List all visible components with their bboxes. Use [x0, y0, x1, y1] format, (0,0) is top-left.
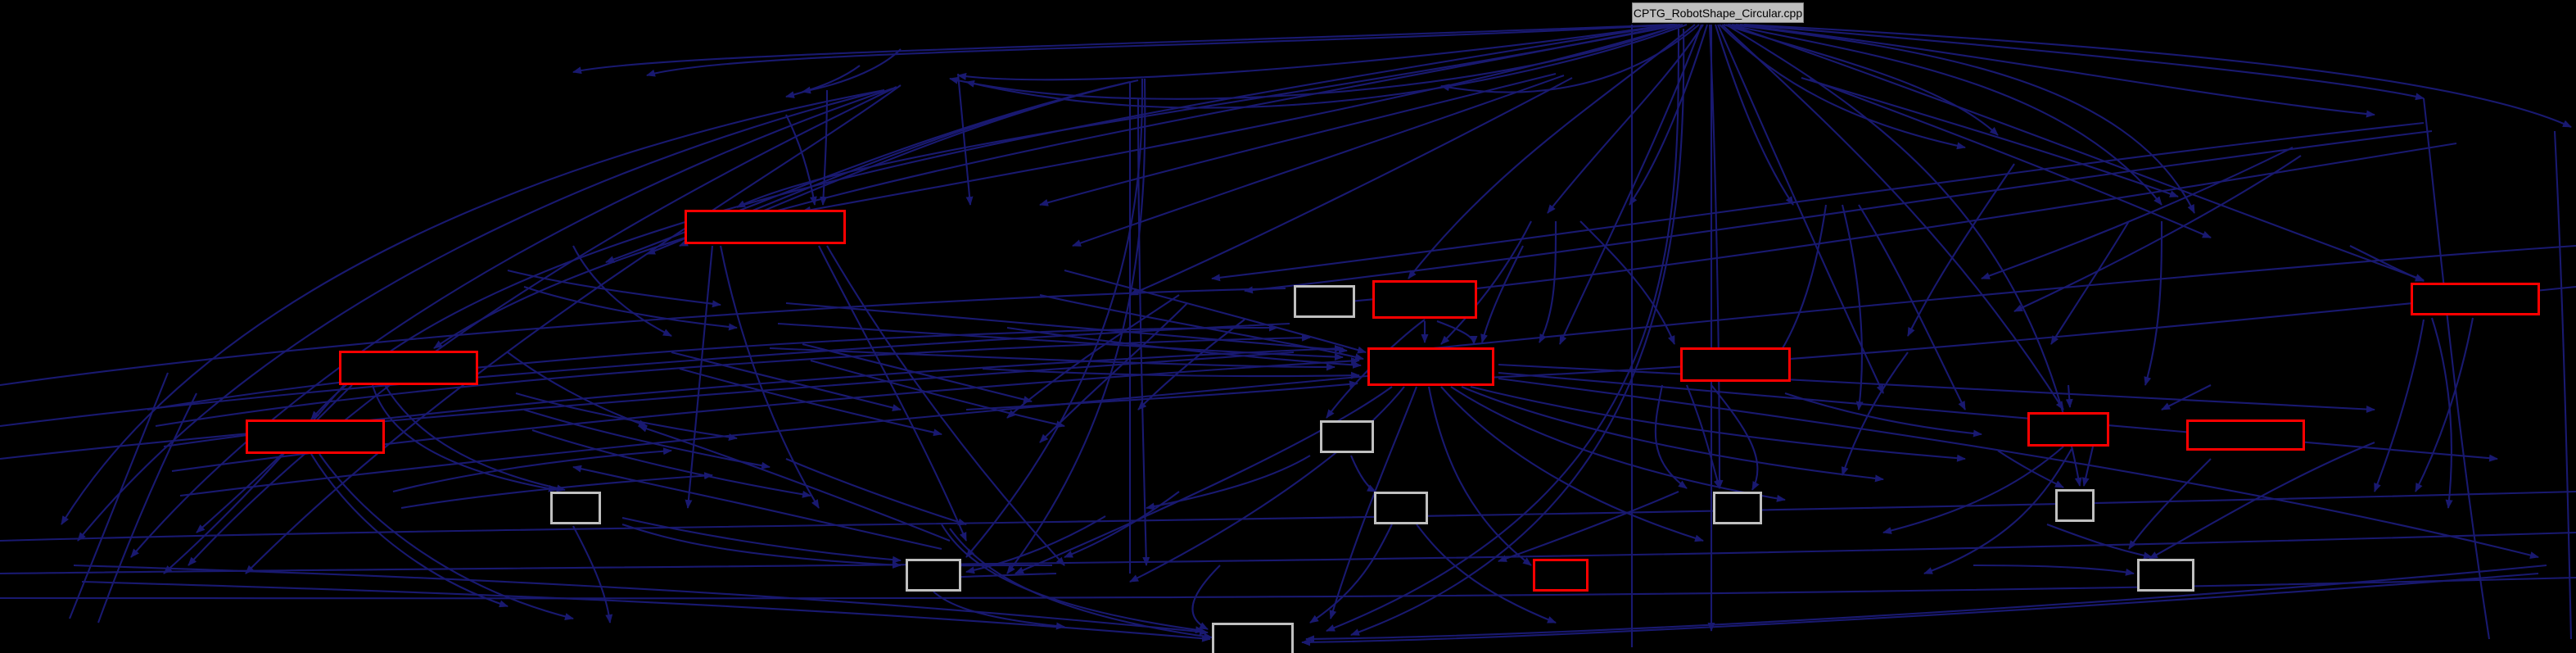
edge-group	[61, 23, 2572, 646]
graph-node-n3[interactable]	[246, 419, 385, 454]
graph-node-n18[interactable]	[2137, 559, 2194, 592]
graph-node-n17[interactable]	[2055, 489, 2095, 522]
graph-node-n11[interactable]	[1533, 559, 1589, 592]
graph-node-n15[interactable]	[2027, 412, 2109, 447]
graph-node-n10[interactable]	[1374, 492, 1428, 524]
graph-node-n19[interactable]	[2411, 283, 2540, 315]
graph-node-root[interactable]: CPTG_RobotShape_Circular.cpp	[1632, 2, 1804, 23]
graph-node-n5[interactable]	[906, 559, 961, 592]
graph-node-n12[interactable]	[1212, 623, 1294, 653]
graph-node-n14[interactable]	[1713, 492, 1762, 524]
graph-node-n7[interactable]	[1372, 280, 1477, 319]
graph-node-n4[interactable]	[550, 492, 601, 524]
graph-node-n1[interactable]	[685, 210, 846, 244]
graph-node-n2[interactable]	[339, 351, 478, 385]
graph-node-n6[interactable]	[1294, 285, 1355, 318]
edge-group-plain	[0, 25, 2576, 647]
graph-node-n16[interactable]	[2186, 419, 2305, 451]
graph-node-root-label: CPTG_RobotShape_Circular.cpp	[1633, 6, 1803, 20]
graph-node-n9[interactable]	[1320, 420, 1374, 453]
graph-node-n13[interactable]	[1680, 347, 1791, 382]
graph-node-n8[interactable]	[1367, 347, 1494, 386]
